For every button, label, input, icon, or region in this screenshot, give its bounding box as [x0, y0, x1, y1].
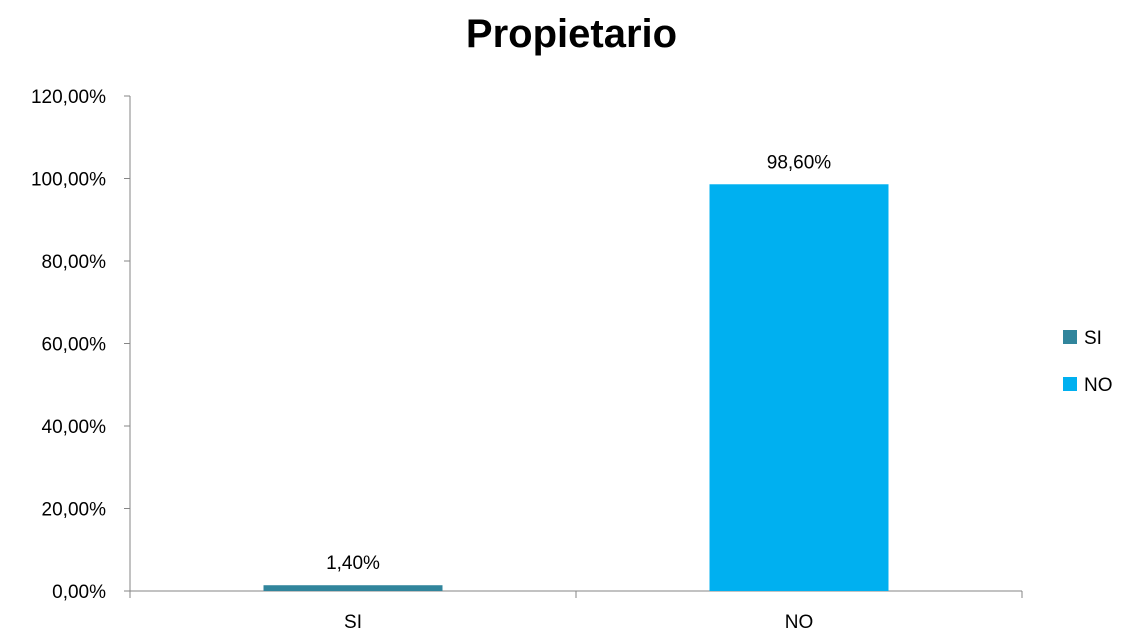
legend-swatch: [1063, 330, 1077, 344]
data-label: 98,60%: [767, 152, 832, 173]
data-label: 1,40%: [326, 553, 380, 574]
y-tick-label: 80,00%: [42, 252, 107, 273]
legend-label: NO: [1084, 375, 1113, 396]
x-category-label: SI: [344, 612, 362, 632]
bar-no: [709, 184, 889, 591]
y-tick-label: 120,00%: [31, 87, 106, 108]
legend-swatch: [1063, 377, 1077, 391]
y-tick-label: 100,00%: [31, 170, 106, 191]
bar-si: [263, 585, 443, 591]
y-tick-label: 20,00%: [42, 500, 107, 521]
y-tick-label: 0,00%: [52, 582, 106, 603]
x-category-label: NO: [785, 612, 814, 632]
y-tick-label: 60,00%: [42, 335, 107, 356]
chart-title: Propietario: [465, 12, 678, 56]
y-tick-label: 40,00%: [42, 417, 107, 438]
legend-label: SI: [1084, 328, 1102, 349]
